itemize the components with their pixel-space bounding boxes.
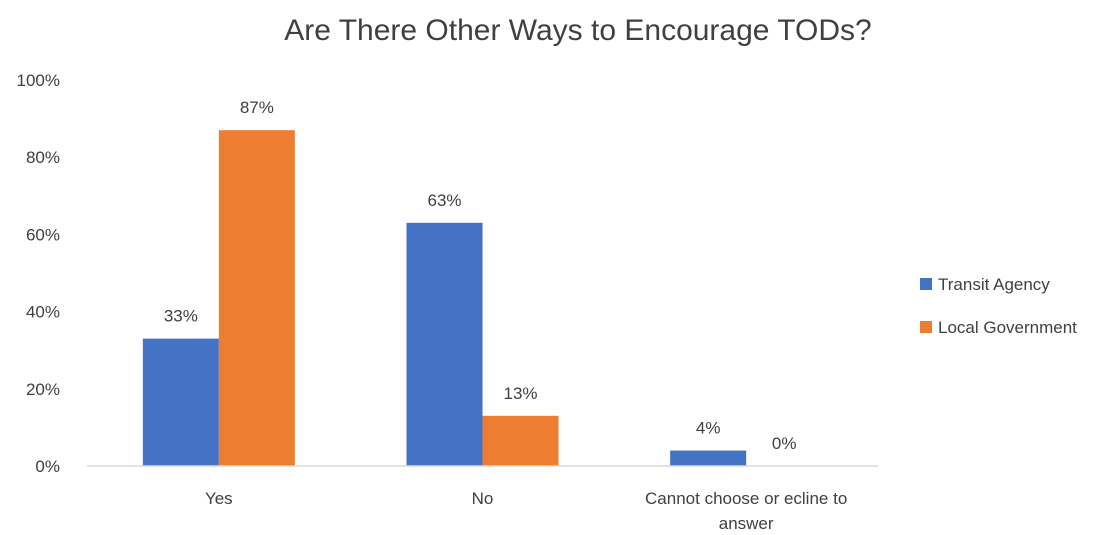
- y-tick-label: 80%: [26, 148, 60, 167]
- bar-transit-agency: [406, 222, 483, 466]
- y-tick-label: 40%: [26, 303, 60, 322]
- legend: Transit Agency Local Government: [920, 275, 1077, 337]
- legend-label: Local Government: [938, 318, 1077, 337]
- y-tick-label: 20%: [26, 380, 60, 399]
- data-label: 13%: [503, 384, 537, 403]
- x-axis: Yes No Cannot choose or ecline to answer: [87, 465, 878, 533]
- data-label: 33%: [164, 307, 198, 326]
- x-category-label-line: Yes: [205, 489, 233, 508]
- legend-swatch: [920, 321, 932, 333]
- y-axis: 0% 20% 40% 60% 80% 100%: [17, 71, 60, 476]
- data-label: 87%: [240, 98, 274, 117]
- chart-title: Are There Other Ways to Encourage TODs?: [284, 14, 872, 47]
- bar-transit-agency: [670, 450, 747, 466]
- y-tick-label: 60%: [26, 225, 60, 244]
- bar-local-government: [482, 415, 559, 466]
- y-tick-label: 100%: [17, 71, 60, 90]
- legend-swatch: [920, 278, 932, 290]
- x-category-label: Yes: [205, 489, 233, 508]
- bar-local-government: [218, 130, 295, 466]
- x-category-label-line: answer: [719, 514, 774, 533]
- data-label: 4%: [696, 419, 721, 438]
- data-label: 0%: [772, 434, 797, 453]
- x-category-label: Cannot choose or ecline to answer: [645, 489, 847, 533]
- legend-label: Transit Agency: [938, 275, 1050, 294]
- data-label: 63%: [427, 191, 461, 210]
- y-tick-label: 0%: [35, 457, 60, 476]
- bars-group: 33% 87% 63% 13% 4% 0%: [142, 98, 797, 466]
- x-category-label: No: [472, 489, 494, 508]
- bar-transit-agency: [142, 338, 219, 466]
- x-category-label-line: Cannot choose or ecline to: [645, 489, 847, 508]
- x-category-label-line: No: [472, 489, 494, 508]
